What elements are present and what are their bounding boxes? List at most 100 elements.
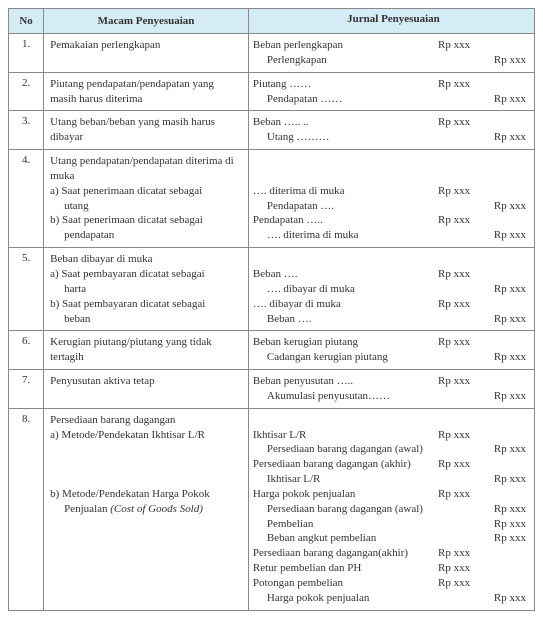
- row-number: 2.: [9, 72, 44, 111]
- row-number: 6.: [9, 331, 44, 370]
- account-name: Utang ………: [253, 130, 438, 145]
- journal-entries: Beban penyusutan …..Rp xxxAkumulasi peny…: [248, 370, 534, 409]
- credit-amount: Rp xxx: [482, 591, 534, 606]
- account-name: Beban ….. ..: [253, 115, 438, 130]
- credit-amount: Rp xxx: [482, 472, 534, 487]
- debit-amount: Rp xxx: [438, 297, 482, 312]
- journal-entries: Piutang ……Rp xxxPendapatan ……Rp xxx: [248, 72, 534, 111]
- journal-line: Retur pembelian dan PHRp xxx: [253, 561, 534, 576]
- credit-amount: Rp xxx: [482, 502, 534, 517]
- debit-amount: Rp xxx: [438, 428, 482, 443]
- account-name: Pendapatan …..: [253, 213, 438, 228]
- journal-entries: Beban perlengkapanRp xxxPerlengkapanRp x…: [248, 34, 534, 73]
- account-name: …. dibayar di muka: [253, 282, 438, 297]
- credit-amount: Rp xxx: [482, 199, 534, 214]
- account-name: Potongan pembelian: [253, 576, 438, 591]
- account-name: Ikhtisar L/R: [253, 428, 438, 443]
- adjustment-description: Pemakaian perlengkapan: [44, 34, 249, 73]
- adjustment-description: Kerugian piutang/piutang yang tidak tert…: [44, 331, 249, 370]
- journal-line: Beban ….Rp xxx: [253, 312, 534, 327]
- account-name: Persediaan barang dagangan (awal): [253, 442, 438, 457]
- table-row: 1.Pemakaian perlengkapan Beban perlengkap…: [9, 34, 535, 73]
- journal-line: Piutang ……Rp xxx: [253, 77, 534, 92]
- account-name: [253, 413, 438, 428]
- debit-amount: Rp xxx: [438, 576, 482, 591]
- journal-line: Persediaan barang dagangan (awal) Rp xxx: [253, 502, 534, 517]
- adjustment-description: Beban dibayar di mukaa) Saat pembayaran …: [44, 248, 249, 331]
- table-row: 3.Utang beban/beban yang masih harus dib…: [9, 111, 535, 150]
- account-name: Persediaan barang dagangan (awal): [253, 502, 438, 517]
- table-row: 2.Piutang pendapatan/pendapatan yang mas…: [9, 72, 535, 111]
- journal-line: Pendapatan …… Rp xxx: [253, 92, 534, 107]
- journal-line: Beban kerugian piutangRp xxx: [253, 335, 534, 350]
- table-row: 5.Beban dibayar di mukaa) Saat pembayara…: [9, 248, 535, 331]
- journal-line: …. diterima di mukaRp xxx: [253, 228, 534, 243]
- debit-amount: Rp xxx: [438, 77, 482, 92]
- table-row: 7.Penyusutan aktiva tetapBeban penyusuta…: [9, 370, 535, 409]
- journal-line: Harga pokok penjualan Rp xxx: [253, 591, 534, 606]
- debit-amount: Rp xxx: [438, 487, 482, 502]
- account-name: [253, 169, 438, 184]
- journal-line: Ikhtisar L/RRp xxx: [253, 428, 534, 443]
- row-number: 1.: [9, 34, 44, 73]
- journal-line: PerlengkapanRp xxx: [253, 53, 534, 68]
- account-name: Piutang ……: [253, 77, 438, 92]
- account-name: Harga pokok penjualan: [253, 591, 438, 606]
- adjustment-description: Utang pendapatan/pendapatan diterima di …: [44, 150, 249, 248]
- row-number: 8.: [9, 408, 44, 610]
- journal-line: Pendapatan …..Rp xxx: [253, 213, 534, 228]
- account-name: Pembelian: [253, 517, 438, 532]
- account-name: Retur pembelian dan PH: [253, 561, 438, 576]
- table-row: 4.Utang pendapatan/pendapatan diterima d…: [9, 150, 535, 248]
- debit-amount: Rp xxx: [438, 267, 482, 282]
- row-number: 7.: [9, 370, 44, 409]
- journal-line: Cadangan kerugian piutang Rp xxx: [253, 350, 534, 365]
- credit-amount: Rp xxx: [482, 350, 534, 365]
- debit-amount: Rp xxx: [438, 115, 482, 130]
- adjustment-journal-table: No Macam Penyesuaian Jurnal Penyesuaian …: [8, 8, 535, 611]
- credit-amount: Rp xxx: [482, 442, 534, 457]
- debit-amount: Rp xxx: [438, 561, 482, 576]
- credit-amount: Rp xxx: [482, 389, 534, 404]
- adjustment-description: Utang beban/beban yang masih harus dibay…: [44, 111, 249, 150]
- journal-line: Utang ……… Rp xxx: [253, 130, 534, 145]
- journal-line: Ikhtisar L/R Rp xxx: [253, 472, 534, 487]
- header-desc: Macam Penyesuaian: [44, 9, 249, 34]
- debit-amount: Rp xxx: [438, 184, 482, 199]
- debit-amount: Rp xxx: [438, 374, 482, 389]
- account-name: Beban angkut pembelian: [253, 531, 438, 546]
- adjustment-description: Piutang pendapatan/pendapatan yang masih…: [44, 72, 249, 111]
- account-name: [253, 252, 438, 267]
- debit-amount: Rp xxx: [438, 546, 482, 561]
- journal-line: [253, 413, 534, 428]
- credit-amount: Rp xxx: [482, 92, 534, 107]
- account-name: Beban perlengkapan: [253, 38, 438, 53]
- credit-amount: Rp xxx: [482, 130, 534, 145]
- credit-amount: Rp xxx: [482, 517, 534, 532]
- journal-line: [253, 154, 534, 169]
- account-name: …. diterima di muka: [253, 184, 438, 199]
- debit-amount: Rp xxx: [438, 457, 482, 472]
- account-name: …. diterima di muka: [253, 228, 438, 243]
- credit-amount: Rp xxx: [482, 531, 534, 546]
- account-name: Cadangan kerugian piutang: [253, 350, 438, 365]
- header-no: No: [9, 9, 44, 34]
- journal-line: Potongan pembelianRp xxx: [253, 576, 534, 591]
- journal-line: Pembelian Rp xxx: [253, 517, 534, 532]
- journal-line: …. dibayar di mukaRp xxx: [253, 297, 534, 312]
- journal-line: [253, 252, 534, 267]
- account-name: Pendapatan ……: [253, 92, 438, 107]
- table-header-row: No Macam Penyesuaian Jurnal Penyesuaian: [9, 9, 535, 34]
- account-name: Persediaan barang dagangan(akhir): [253, 546, 438, 561]
- journal-line: Persediaan barang dagangan(akhir)Rp xxx: [253, 546, 534, 561]
- credit-amount: Rp xxx: [482, 53, 534, 68]
- account-name: Ikhtisar L/R: [253, 472, 438, 487]
- account-name: Harga pokok penjualan: [253, 487, 438, 502]
- row-number: 3.: [9, 111, 44, 150]
- journal-line: Beban perlengkapanRp xxx: [253, 38, 534, 53]
- row-number: 4.: [9, 150, 44, 248]
- adjustment-description: Penyusutan aktiva tetap: [44, 370, 249, 409]
- journal-line: Pendapatan ….Rp xxx: [253, 199, 534, 214]
- adjustment-description: Persediaan barang dagangana) Metode/Pend…: [44, 408, 249, 610]
- journal-line: …. diterima di mukaRp xxx: [253, 184, 534, 199]
